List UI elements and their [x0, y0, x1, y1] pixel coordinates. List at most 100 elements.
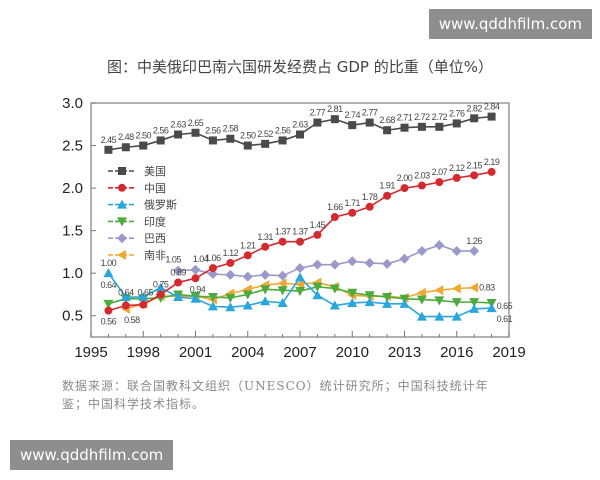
data-point — [383, 191, 392, 200]
data-point — [103, 268, 114, 278]
data-point — [312, 290, 323, 300]
data-point — [225, 293, 236, 303]
data-point — [364, 291, 375, 301]
data-label: 1.71 — [344, 198, 360, 208]
legend-marker — [117, 199, 127, 209]
data-point — [191, 128, 200, 137]
data-point — [261, 242, 270, 251]
data-point — [242, 300, 253, 310]
data-point — [260, 269, 271, 280]
data-point — [173, 265, 184, 276]
y-tick-label: 0.5 — [62, 308, 83, 325]
data-point — [138, 292, 149, 302]
data-point — [226, 258, 235, 267]
data-point — [277, 286, 288, 296]
data-label: 1.00 — [101, 258, 117, 268]
data-label: 1.06 — [205, 253, 221, 263]
legend-item: 南非 — [108, 249, 166, 262]
data-label: 2.56 — [153, 125, 169, 135]
data-point — [174, 278, 183, 287]
data-point — [156, 136, 165, 145]
data-point — [174, 130, 183, 139]
data-label: 2.81 — [327, 104, 343, 114]
data-label: 2.77 — [362, 108, 378, 118]
data-point — [347, 256, 358, 267]
data-label: 2.74 — [344, 110, 360, 120]
data-label: 2.82 — [466, 103, 482, 113]
data-label: 0.75 — [153, 279, 169, 289]
data-label: 2.48 — [118, 132, 134, 142]
data-label: 1.26 — [466, 236, 482, 246]
legend-label: 巴西 — [144, 233, 166, 245]
legend-item: 巴西 — [108, 233, 166, 245]
data-label: 2.58 — [223, 124, 239, 134]
data-point — [399, 298, 410, 308]
data-point — [277, 270, 288, 281]
data-label: 2.68 — [379, 115, 395, 125]
data-point — [121, 301, 130, 310]
data-point — [260, 296, 271, 306]
data-label: 0.89 — [170, 268, 186, 278]
legend-label: 中国 — [144, 182, 166, 195]
data-label: 1.05 — [165, 255, 181, 265]
data-point — [103, 299, 114, 309]
data-point — [329, 300, 340, 310]
x-tick-label: 2007 — [283, 344, 316, 361]
data-point — [470, 114, 479, 123]
data-label: 0.65 — [137, 288, 153, 298]
data-label: 2.52 — [257, 129, 273, 139]
data-label: 2.50 — [135, 131, 151, 141]
data-point — [416, 287, 426, 298]
data-label: 2.72 — [432, 112, 448, 122]
data-point — [296, 130, 304, 139]
data-point — [207, 269, 218, 280]
data-label: 2.63 — [170, 119, 186, 129]
data-point — [190, 293, 201, 303]
data-label: 1.21 — [240, 240, 256, 250]
data-point — [364, 257, 375, 268]
data-label: 2.77 — [310, 108, 326, 118]
data-point — [452, 173, 461, 182]
data-point — [469, 246, 480, 257]
data-label: 2.00 — [397, 173, 413, 183]
series-0: 2.45 2.48 2.502.562.63 2.652.56 2.582.50 2.52… — [101, 102, 500, 154]
data-point — [487, 167, 496, 176]
data-point — [364, 297, 375, 307]
legend-label: 美国 — [144, 165, 166, 178]
x-tick-label: 1995 — [74, 344, 107, 361]
data-label: 2.19 — [484, 157, 500, 167]
series-2: 1.00 0.61 — [101, 258, 513, 324]
data-point — [417, 181, 426, 190]
data-point — [400, 123, 409, 132]
legend-marker — [118, 183, 126, 192]
data-point — [383, 126, 392, 135]
data-point — [295, 287, 305, 297]
data-label: 0.64 — [118, 288, 134, 298]
data-label: 2.76 — [449, 108, 465, 118]
data-label: 1.91 — [379, 181, 395, 191]
data-point — [139, 300, 148, 309]
x-tick-label: 2016 — [440, 344, 473, 361]
data-point — [208, 136, 217, 145]
data-point — [139, 141, 148, 150]
y-tick-label: 2.5 — [62, 138, 83, 155]
data-point — [104, 145, 113, 154]
data-label: 2.65 — [188, 118, 204, 128]
data-point — [242, 271, 253, 282]
data-point — [191, 274, 200, 283]
series-4: 1.05 1.04 1.26 — [165, 236, 483, 282]
data-point — [348, 208, 357, 217]
data-point — [242, 290, 253, 300]
data-label: 2.63 — [292, 119, 308, 129]
data-point — [435, 122, 444, 131]
data-point — [470, 171, 479, 180]
data-point — [487, 112, 496, 121]
data-point — [400, 184, 409, 193]
data-point — [278, 136, 287, 145]
data-point — [435, 178, 444, 187]
data-point — [156, 290, 165, 299]
data-point — [486, 303, 497, 313]
data-point — [365, 202, 374, 211]
legend-marker — [117, 233, 127, 244]
